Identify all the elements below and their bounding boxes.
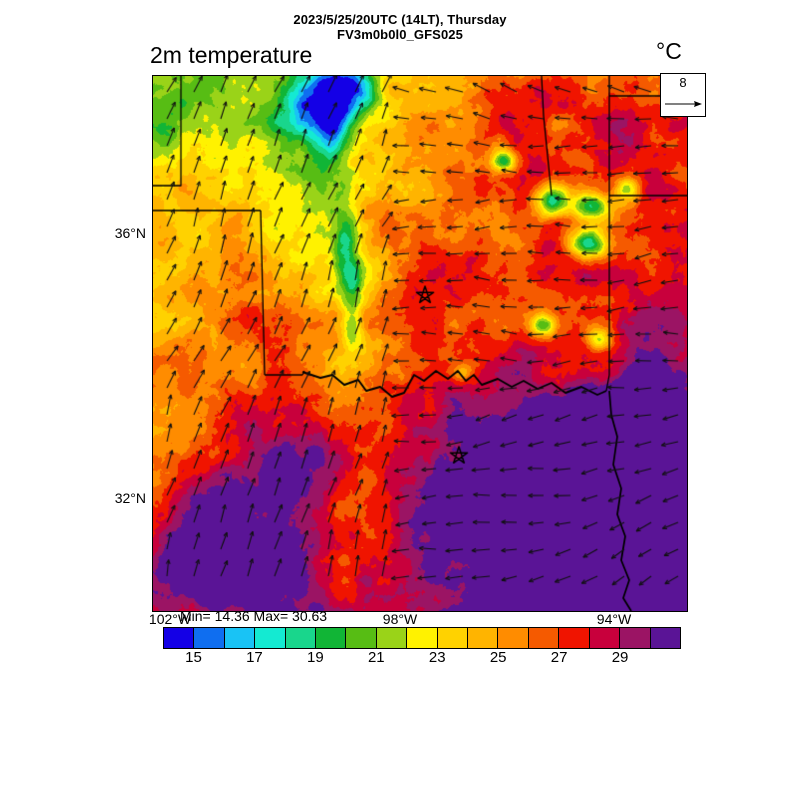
colorbar-segment-16: [650, 628, 680, 648]
colorbar-segment-11: [498, 628, 529, 648]
colorbar-ticks: 15 17 19 21 23 25 27 29: [163, 649, 681, 669]
colorbar-segment-4: [285, 628, 317, 648]
colorbar-segment-15: [620, 628, 651, 648]
colorbar-tick-23: 23: [428, 649, 446, 666]
colorbar-tick-29: 29: [611, 649, 629, 666]
colorbar: [163, 627, 681, 649]
temperature-map[interactable]: [152, 75, 688, 612]
colorbar-segment-8: [407, 628, 438, 648]
colorbar-segment-13: [559, 628, 590, 648]
colorbar-tick-19: 19: [307, 649, 324, 666]
wind-reference-value: 8: [679, 75, 687, 90]
colorbar-segment-1: [194, 628, 225, 648]
colorbar-segment-0: [164, 628, 195, 648]
page-title: 2m temperature: [150, 42, 313, 68]
reference-wind-arrow-icon: [665, 101, 702, 107]
minmax-stats: Min= 14.36 Max= 30.63: [180, 608, 328, 624]
colorbar-tick-21: 21: [367, 649, 385, 666]
colorbar-segment-10: [468, 628, 499, 648]
colorbar-segment-2: [224, 628, 256, 648]
colorbar-tick-25: 25: [489, 649, 507, 666]
colorbar-segment-6: [346, 628, 377, 648]
lat-label-36N: 36°N: [114, 225, 146, 241]
lon-label-94W: 94°W: [596, 611, 632, 627]
units-label: °C: [656, 38, 682, 64]
lat-label-32N: 32°N: [114, 490, 146, 506]
title-block: 2023/5/25/20UTC (14LT), Thursday FV3m0b0…: [0, 12, 800, 42]
colorbar-segment-9: [437, 628, 469, 648]
datetime-title: 2023/5/25/20UTC (14LT), Thursday: [293, 12, 507, 27]
colorbar-segment-12: [528, 628, 560, 648]
wind-scale-legend: 8: [660, 73, 706, 117]
lon-label-98W: 98°W: [382, 611, 418, 627]
colorbar-tick-17: 17: [246, 649, 263, 666]
model-title: FV3m0b0l0_GFS025: [337, 27, 463, 42]
colorbar-segment-5: [316, 628, 347, 648]
temperature-field-canvas: [153, 76, 687, 611]
colorbar-segment-14: [589, 628, 621, 648]
lon-label-102W: 102°W: [148, 611, 192, 627]
colorbar-segment-7: [376, 628, 408, 648]
colorbar-tick-15: 15: [185, 649, 202, 666]
colorbar-segment-3: [255, 628, 286, 648]
colorbar-tick-27: 27: [550, 649, 568, 666]
